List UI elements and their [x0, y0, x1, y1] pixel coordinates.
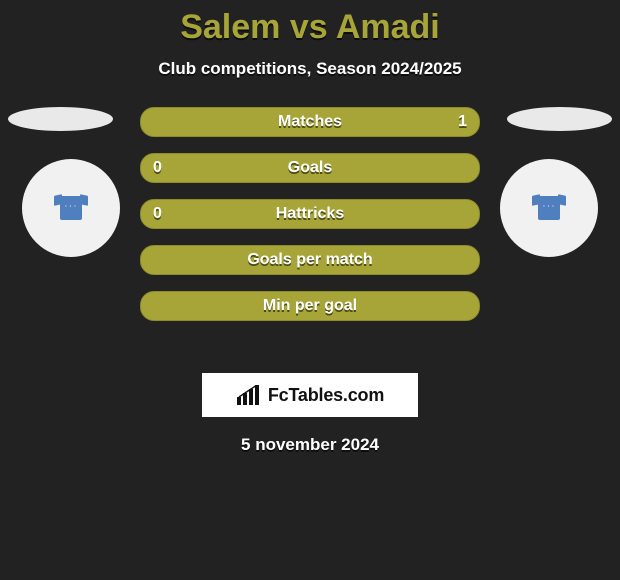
jersey-sleeve-left	[532, 194, 540, 206]
stat-row-matches: Matches 1	[140, 107, 480, 137]
stat-left-value: 0	[153, 205, 162, 223]
stat-label: Min per goal	[263, 297, 357, 315]
jersey-body	[60, 196, 82, 220]
subtitle: Club competitions, Season 2024/2025	[0, 59, 620, 79]
stat-right-value: 1	[458, 113, 467, 131]
player-avatar-right: • • •	[500, 159, 598, 257]
stat-label: Goals per match	[247, 251, 372, 269]
jersey-sleeve-right	[558, 194, 566, 206]
jersey-body	[538, 196, 560, 220]
stat-label: Hattricks	[276, 205, 344, 223]
stat-row-min-per-goal: Min per goal	[140, 291, 480, 321]
stat-label: Matches	[278, 113, 342, 131]
stat-rows: Matches 1 0 Goals 0 Hattricks Goals per …	[140, 107, 480, 337]
player-avatar-left: • • •	[22, 159, 120, 257]
stat-left-value: 0	[153, 159, 162, 177]
stat-row-goals: 0 Goals	[140, 153, 480, 183]
bars-icon	[236, 385, 262, 405]
jersey-icon: • • •	[54, 194, 88, 222]
jersey-icon: • • •	[532, 194, 566, 222]
player-shadow-right	[507, 107, 612, 131]
jersey-dots: • • •	[65, 203, 76, 208]
stat-label: Goals	[288, 159, 332, 177]
date-label: 5 november 2024	[0, 435, 620, 455]
brand-text: FcTables.com	[268, 385, 384, 406]
comparison-arena: • • • • • • Matches 1 0 Goals 0 Hattrick…	[0, 107, 620, 367]
stat-row-goals-per-match: Goals per match	[140, 245, 480, 275]
page-title: Salem vs Amadi	[0, 0, 620, 47]
jersey-dots: • • •	[543, 203, 554, 208]
brand-box[interactable]: FcTables.com	[202, 373, 418, 417]
player-shadow-left	[8, 107, 113, 131]
jersey-sleeve-right	[80, 194, 88, 206]
stat-row-hattricks: 0 Hattricks	[140, 199, 480, 229]
jersey-sleeve-left	[54, 194, 62, 206]
